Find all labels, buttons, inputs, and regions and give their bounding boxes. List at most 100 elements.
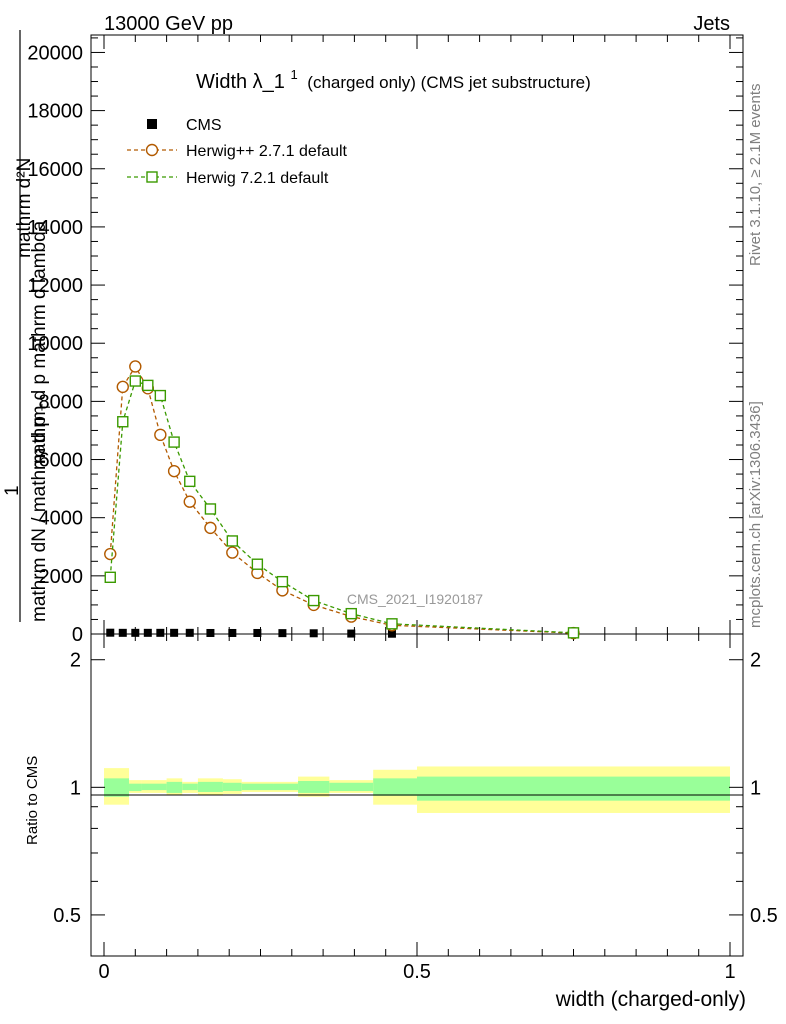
chart-title-superscript: 1 [291, 67, 298, 82]
series-0-point-3 [143, 628, 152, 637]
ylabel-d2n: mathrm d²N [14, 158, 35, 258]
ratio-stat-band-11 [373, 778, 417, 796]
series-1-point-8 [226, 546, 239, 559]
series-line-1 [109, 365, 574, 634]
main-y-tick-label-0: 0 [72, 624, 83, 646]
series-2-point-2 [129, 375, 142, 387]
series-2-point-11 [308, 594, 320, 607]
main-y-axis: 0 2000 4000 6000 8000 10000 12000 14000 16000 180… [27, 37, 743, 646]
ratio-y-axis: 0.5 1 2 0.5 1 2 [53, 650, 778, 927]
main-y-tick-label-4: 8000 [39, 391, 84, 413]
energy-label: 13000 GeV pp [104, 13, 233, 35]
main-y-tick-label-1: 2000 [39, 566, 84, 588]
series-2-point-10 [276, 575, 289, 588]
series-2-point-13 [386, 618, 398, 630]
ratio-stat-band-3 [166, 781, 183, 793]
ratio-y-axis-label: Ratio to CMS [24, 756, 41, 845]
series-0-point-0 [106, 628, 115, 637]
legend-label-herwigpp: Herwig++ 2.7.1 default [186, 143, 348, 160]
main-y-tick-label-3: 6000 [39, 450, 84, 472]
series-1-point-0 [104, 547, 117, 561]
ratio-stat-band-7 [241, 783, 274, 791]
ratio-stat-band-2 [141, 783, 167, 791]
main-y-tick-label-8: 16000 [27, 159, 83, 181]
legend-label-cms: CMS [186, 117, 222, 134]
series-1-point-2 [129, 360, 142, 373]
x-tick-label-2: 1 [724, 961, 735, 983]
series-2-point-6 [184, 475, 196, 488]
series-0-point-8 [228, 628, 237, 637]
ylabel-subscript: T [39, 403, 53, 411]
ylabel-one: 1 [2, 485, 23, 496]
ratio-stat-band-1 [129, 783, 142, 792]
series-2-point-3 [142, 379, 154, 392]
series-1-point-7 [204, 521, 217, 535]
series-line-2 [109, 380, 574, 634]
series-1-point-1 [116, 380, 129, 394]
rivet-version-label: Rivet 3.1.10, ≥ 2.1M events [747, 84, 764, 267]
main-y-tick-label-9: 18000 [27, 101, 83, 123]
ratio-uncertainty-bands [104, 766, 730, 813]
main-y-tick-label-6: 12000 [27, 275, 83, 297]
mcplots-label: mcplots.cern.ch [arXiv:1306.3436] [747, 401, 764, 628]
series-0-point-2 [131, 628, 140, 637]
ratio-stat-band-5 [197, 781, 223, 792]
ratio-stat-band-8 [273, 783, 299, 791]
ratio-y-tick-label-left-2: 2 [70, 650, 81, 672]
series-0-point-10 [278, 629, 287, 638]
series-0-point-5 [170, 628, 179, 637]
x-axis-label: width (charged-only) [555, 988, 746, 1011]
series-0-point-11 [309, 629, 318, 638]
ratio-y-tick-label-left-0: 0.5 [53, 905, 81, 927]
series-1-point-6 [183, 495, 196, 508]
series-0-point-9 [253, 628, 262, 637]
series-1-point-5 [167, 464, 181, 478]
series-2-point-4 [154, 389, 167, 402]
ylabel-dn-dpt: mathrm dN / mathrm d p T [29, 403, 53, 622]
series-2-point-7 [204, 503, 217, 515]
series-0-point-13 [387, 629, 396, 638]
series-2-point-0 [104, 571, 116, 583]
ratio-stat-band-10 [329, 782, 374, 792]
x-tick-label-0: 0 [98, 961, 109, 983]
series-2-point-14 [567, 627, 580, 639]
legend-marker-cms [147, 119, 157, 129]
legend-label-herwig7: Herwig 7.2.1 default [186, 170, 329, 187]
series-2-point-9 [251, 558, 264, 570]
ratio-stat-band-0 [104, 778, 130, 797]
series-2-point-12 [345, 607, 357, 620]
series-2-point-8 [226, 535, 239, 547]
series-2-point-1 [117, 416, 129, 428]
series-0-point-6 [185, 628, 194, 637]
legend: CMS Herwig++ 2.7.1 default Herwig 7.2.1 … [127, 117, 348, 187]
data-series [104, 360, 580, 640]
x-tick-label-1: 0.5 [403, 961, 431, 983]
ylabel-frac: mathrm d p mathrm d lambda [29, 220, 50, 470]
series-0-point-4 [156, 628, 165, 637]
analysis-watermark: CMS_2021_I1920187 [347, 591, 483, 607]
series-0-point-12 [347, 629, 356, 638]
series-1-point-4 [154, 428, 167, 442]
ratio-y-tick-label-right-0: 0.5 [750, 905, 778, 927]
ratio-y-tick-label-right-1: 1 [750, 777, 761, 799]
ratio-stat-band-9 [298, 780, 330, 793]
main-y-tick-label-7: 14000 [27, 217, 83, 239]
ratio-y-tick-label-left-1: 1 [70, 777, 81, 799]
series-0-point-1 [118, 628, 127, 637]
series-2-point-5 [168, 436, 180, 448]
ratio-stat-band-6 [222, 782, 242, 792]
main-y-tick-label-2: 4000 [39, 508, 84, 530]
chart-title: Width λ_1 1 (charged only) (CMS jet subs… [196, 62, 591, 93]
ratio-stat-band-4 [182, 783, 198, 791]
chart-title-main: Width λ_1 [196, 71, 285, 93]
ratio-stat-band-12 [417, 776, 730, 801]
chart-title-rest: (charged only) (CMS jet substructure) [307, 73, 590, 92]
ylabel-dn-dpt-text: mathrm dN / mathrm d p [29, 416, 50, 622]
x-axis: 0 0.5 1 [98, 35, 736, 983]
legend-marker-herwig7 [146, 171, 158, 183]
ratio-y-tick-label-right-2: 2 [750, 650, 761, 672]
main-y-tick-label-10: 20000 [27, 42, 83, 64]
main-y-axis-label: mathrm d²N mathrm d p mathrm d lambda 1 … [2, 30, 53, 622]
legend-marker-herwigpp [145, 143, 159, 157]
